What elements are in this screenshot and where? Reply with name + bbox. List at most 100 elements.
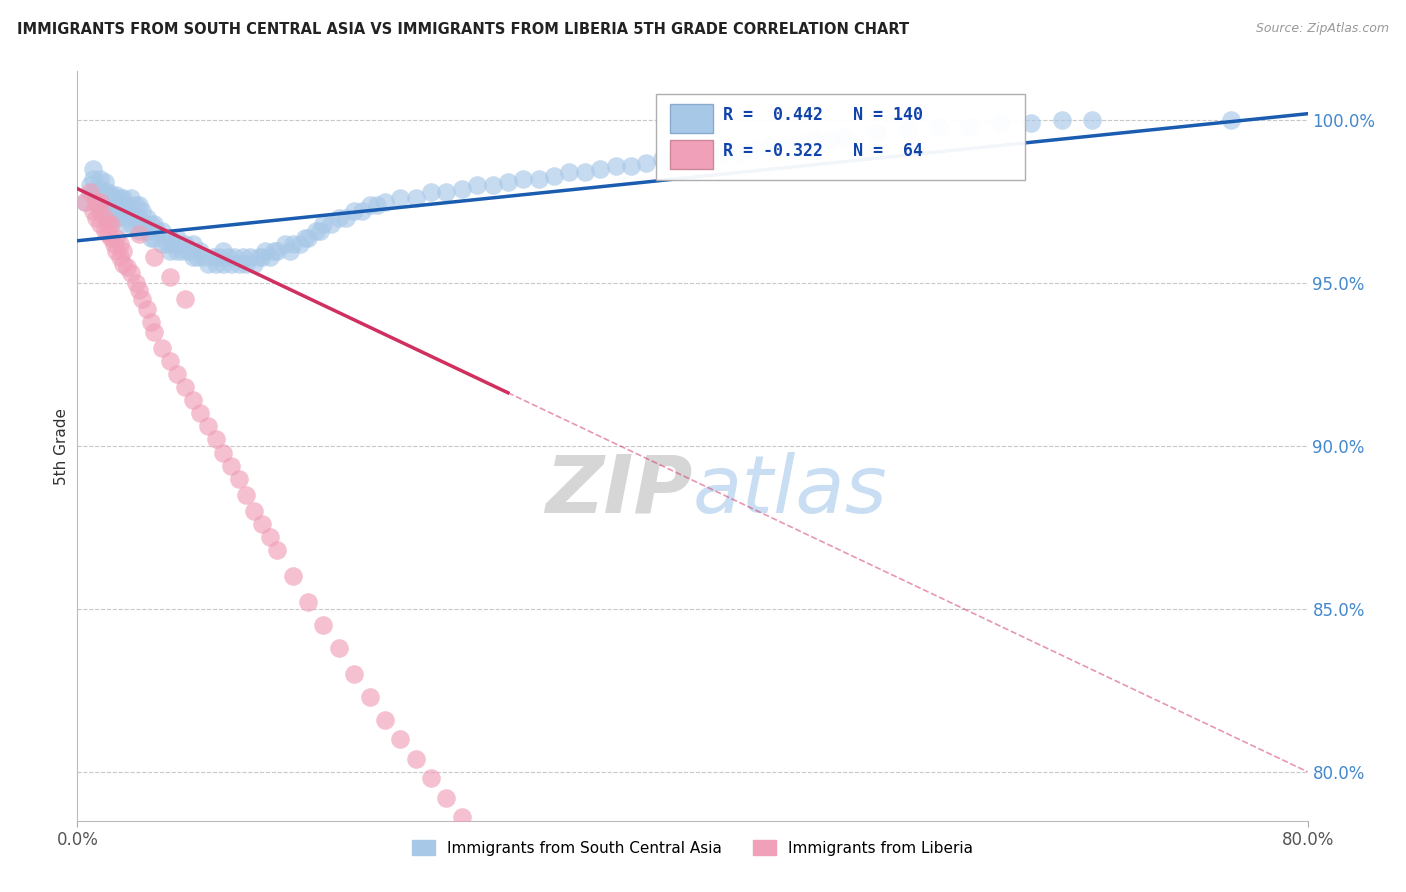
Point — [328, 640, 350, 655]
Point — [290, 237, 312, 252]
Point — [146, 224, 169, 238]
Point — [232, 250, 254, 264]
Point — [166, 244, 188, 258]
Point — [100, 201, 122, 215]
Point — [177, 244, 200, 258]
Point — [82, 172, 104, 186]
Point — [666, 153, 689, 167]
Point — [73, 194, 96, 209]
Point — [405, 752, 427, 766]
Point — [243, 256, 266, 270]
Point — [928, 120, 950, 134]
Point — [1019, 116, 1042, 130]
Point — [150, 237, 173, 252]
Point — [131, 293, 153, 307]
Point — [79, 178, 101, 193]
FancyBboxPatch shape — [671, 104, 713, 133]
Point — [159, 230, 181, 244]
Point — [82, 185, 104, 199]
Point — [250, 250, 273, 264]
Point — [620, 159, 643, 173]
Point — [696, 149, 718, 163]
Point — [897, 123, 920, 137]
Point — [235, 256, 257, 270]
Point — [259, 250, 281, 264]
Point — [636, 155, 658, 169]
Point — [651, 153, 673, 167]
Point — [115, 260, 138, 274]
Point — [328, 211, 350, 225]
Text: R = -0.322   N =  64: R = -0.322 N = 64 — [723, 142, 924, 160]
Point — [112, 244, 135, 258]
Point — [120, 266, 142, 280]
Point — [131, 204, 153, 219]
Point — [1081, 113, 1104, 128]
Point — [103, 191, 125, 205]
Point — [239, 250, 262, 264]
Text: R =  0.442   N = 140: R = 0.442 N = 140 — [723, 106, 924, 124]
Point — [104, 244, 127, 258]
Point — [162, 237, 184, 252]
Point — [589, 162, 612, 177]
Point — [84, 194, 107, 209]
Point — [143, 218, 166, 232]
Point — [405, 191, 427, 205]
Point — [181, 250, 204, 264]
Point — [543, 169, 565, 183]
Point — [188, 406, 212, 420]
Point — [104, 211, 127, 225]
Point — [125, 198, 148, 212]
Point — [263, 244, 285, 258]
Point — [135, 211, 157, 225]
Point — [181, 237, 204, 252]
Point — [297, 595, 319, 609]
Point — [527, 172, 550, 186]
Point — [281, 569, 304, 583]
Point — [112, 256, 135, 270]
Point — [128, 283, 150, 297]
Point — [197, 419, 219, 434]
Point — [110, 204, 132, 219]
Point — [835, 129, 858, 144]
Point — [97, 218, 120, 232]
Point — [212, 256, 235, 270]
Point — [104, 198, 127, 212]
Point — [243, 504, 266, 518]
Point — [89, 191, 111, 205]
Point — [97, 194, 120, 209]
Point — [159, 244, 181, 258]
Point — [359, 198, 381, 212]
Point — [682, 149, 704, 163]
Point — [84, 194, 107, 209]
Point — [1050, 113, 1073, 128]
Point — [100, 230, 122, 244]
Point — [84, 211, 107, 225]
Point — [128, 227, 150, 242]
Point — [104, 230, 127, 244]
Point — [100, 188, 122, 202]
Point — [131, 218, 153, 232]
Point — [742, 143, 765, 157]
Point — [125, 276, 148, 290]
Point — [436, 185, 458, 199]
Point — [219, 458, 242, 473]
Point — [141, 315, 163, 329]
Point — [481, 178, 503, 193]
Point — [420, 772, 443, 786]
Point — [343, 204, 366, 219]
Point — [89, 204, 111, 219]
Point — [319, 218, 342, 232]
Point — [481, 847, 503, 861]
Point — [94, 175, 117, 189]
Point — [219, 256, 242, 270]
Point — [305, 224, 328, 238]
Point — [789, 136, 811, 150]
Point — [366, 198, 388, 212]
Point — [711, 145, 734, 160]
Point — [141, 230, 163, 244]
Point — [188, 244, 212, 258]
Point — [89, 218, 111, 232]
Point — [94, 198, 117, 212]
Point — [250, 517, 273, 532]
FancyBboxPatch shape — [655, 94, 1025, 180]
